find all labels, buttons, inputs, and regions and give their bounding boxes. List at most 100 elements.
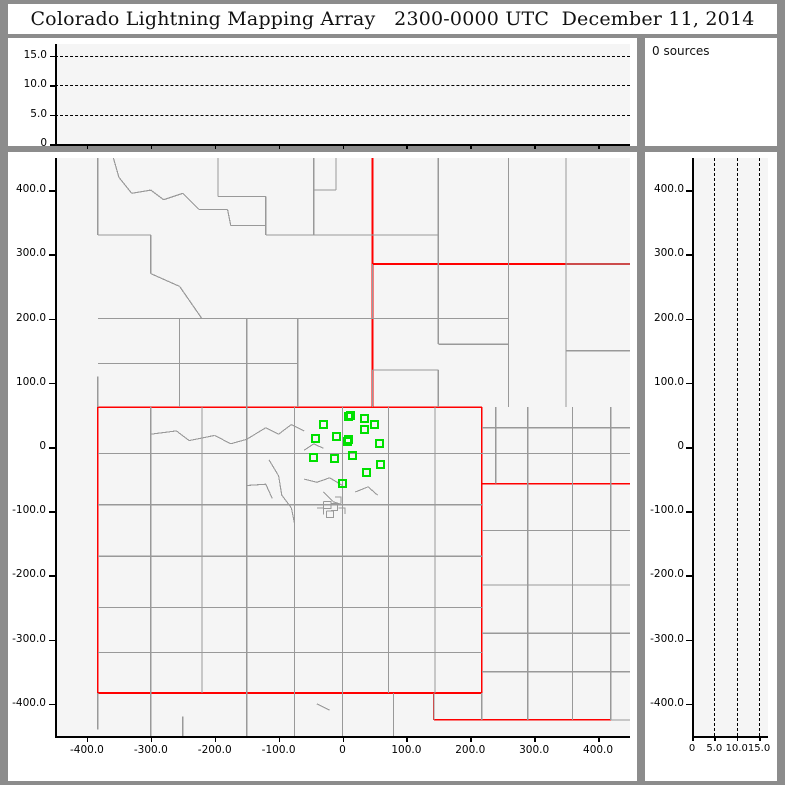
- map-y-ticklabel: 400.0: [15, 183, 46, 196]
- top-chart-x-tick: [342, 144, 344, 149]
- county-border-rockies-11: [281, 494, 292, 509]
- hist-y-tick: [686, 703, 693, 706]
- lightning-source-marker: [369, 420, 379, 430]
- hist-y-tick: [686, 639, 693, 642]
- lightning-source-marker: [361, 468, 371, 478]
- map-x-tick: [598, 736, 600, 742]
- hist-y-tick: [686, 318, 693, 321]
- hist-gridline: [714, 158, 716, 736]
- lightning-source-marker: [311, 434, 321, 444]
- map-y-tick: [49, 511, 56, 513]
- map-x-ticklabel: 200.0: [455, 744, 486, 756]
- lightning-source-marker: [338, 479, 347, 489]
- hist-x-ticklabel: 10.0: [725, 743, 748, 754]
- top-chart-y-tick: [50, 85, 56, 87]
- top-chart-y-tick: [50, 114, 56, 117]
- hist-y-tick: [686, 575, 693, 577]
- map-y-tick: [49, 318, 56, 321]
- top-chart-y-ticklabel: 15.0: [23, 48, 47, 61]
- hist-x-ticklabel: 0: [688, 743, 696, 754]
- hist-y-ticklabel: -100.0: [650, 504, 684, 517]
- map-y-ticklabel: 0: [39, 440, 46, 452]
- map-plot-area[interactable]: [55, 158, 630, 736]
- county-border-rockies-5: [246, 427, 267, 440]
- map-x-tick: [214, 736, 217, 742]
- lightning-source-marker: [347, 450, 357, 460]
- county-border-north-11: [182, 192, 200, 210]
- county-border-denver-1: [331, 503, 338, 512]
- map-x-ticklabel: -300.0: [133, 744, 168, 756]
- county-border-rockies-9: [268, 459, 280, 477]
- top-chart-x-tick: [534, 144, 536, 149]
- map-y-ticklabel: -100.0: [12, 504, 46, 517]
- county-border-north-6: [112, 158, 120, 178]
- hist-x-ticklabel: 5.0: [706, 743, 723, 754]
- county-border-rockies-12: [290, 507, 296, 525]
- map-x-ticklabel: -400.0: [70, 744, 104, 756]
- hist-background: [692, 158, 768, 736]
- lightning-source-marker: [376, 459, 386, 469]
- map-y-tick: [49, 382, 56, 385]
- top-chart-y-tick: [50, 55, 56, 58]
- hist-y-ticklabel: 0: [677, 440, 684, 452]
- map-y-tick: [49, 639, 56, 642]
- hist-gridline: [736, 158, 738, 736]
- map-y-ticklabel: 300.0: [15, 247, 46, 260]
- map-x-ticklabel: -100.0: [261, 744, 296, 756]
- altitude-histogram-panel[interactable]: -400.0 -300.0 -200.0 -100.0 0 100.0 200.0 300.0…: [645, 152, 777, 781]
- map-x-tick: [278, 736, 281, 742]
- top-chart-x-tick: [86, 144, 89, 149]
- top-chart-x-tick: [470, 144, 472, 149]
- map-x-tick: [150, 736, 153, 742]
- hist-y-tick: [686, 447, 693, 449]
- hist-y-ticklabel: 400.0: [653, 183, 684, 196]
- hist-x-tick: [759, 736, 761, 741]
- lightning-source-marker: [375, 438, 385, 448]
- county-border-denver-3: [316, 507, 324, 515]
- hist-y-tick: [686, 190, 693, 192]
- lightning-source-marker: [309, 453, 319, 463]
- hist-x-tick: [692, 736, 694, 741]
- county-border-north-13: [226, 209, 232, 226]
- county-border-north-3: [150, 273, 180, 287]
- county-border-rockies-1: [176, 430, 190, 442]
- hist-y-tick: [686, 382, 693, 385]
- county-border-rockies-20: [355, 486, 369, 493]
- map-x-tick: [534, 736, 536, 742]
- map-y-ticklabel: 200.0: [15, 311, 46, 324]
- hist-gridline: [759, 158, 761, 736]
- county-border-rockies-18: [322, 491, 334, 502]
- county-border-rockies-8: [291, 424, 305, 432]
- top-chart-gridline: [55, 85, 630, 87]
- county-border-rockies-23: [313, 443, 324, 449]
- altitude-time-chart-panel[interactable]: 05.010.015.0-400.0-300.0-200.0-100.00100…: [8, 38, 637, 163]
- county-border-denver-4: [326, 510, 335, 519]
- county-border-rockies-17: [329, 477, 343, 486]
- county-border-rockies-21: [367, 486, 378, 496]
- hist-y-ticklabel: -400.0: [650, 696, 684, 709]
- source-count-label: 0 sources: [652, 44, 710, 58]
- map-plan-view-panel[interactable]: -400.0 -300.0 -200.0 -100.0 0 100.0 200.0 300.0…: [8, 152, 637, 781]
- map-y-tick: [49, 703, 56, 706]
- hist-y-ticklabel: 200.0: [653, 311, 684, 324]
- top-chart-x-tick: [278, 144, 281, 149]
- lightning-source-marker: [359, 424, 369, 434]
- county-border-rockies-7: [278, 424, 292, 435]
- map-x-ticklabel: 100.0: [391, 744, 422, 756]
- top-chart-x-tick: [150, 144, 153, 149]
- county-border-north-7: [118, 176, 133, 194]
- map-x-ticklabel: 400.0: [583, 744, 614, 756]
- page-title: Colorado Lightning Mapping Array 2300-00…: [30, 8, 755, 30]
- map-x-tick: [86, 736, 89, 742]
- top-chart-background: [55, 44, 630, 144]
- lightning-source-marker: [344, 435, 354, 445]
- county-border-rockies-16: [316, 477, 330, 483]
- county-border-denver-5: [338, 507, 346, 514]
- county-border-rockies-15: [304, 478, 318, 483]
- map-y-tick: [49, 575, 56, 577]
- county-border-north-4: [179, 286, 203, 319]
- county-border-denver-2: [334, 496, 342, 504]
- county-border-rockies-0: [150, 430, 177, 435]
- county-border-rockies-22: [303, 443, 315, 451]
